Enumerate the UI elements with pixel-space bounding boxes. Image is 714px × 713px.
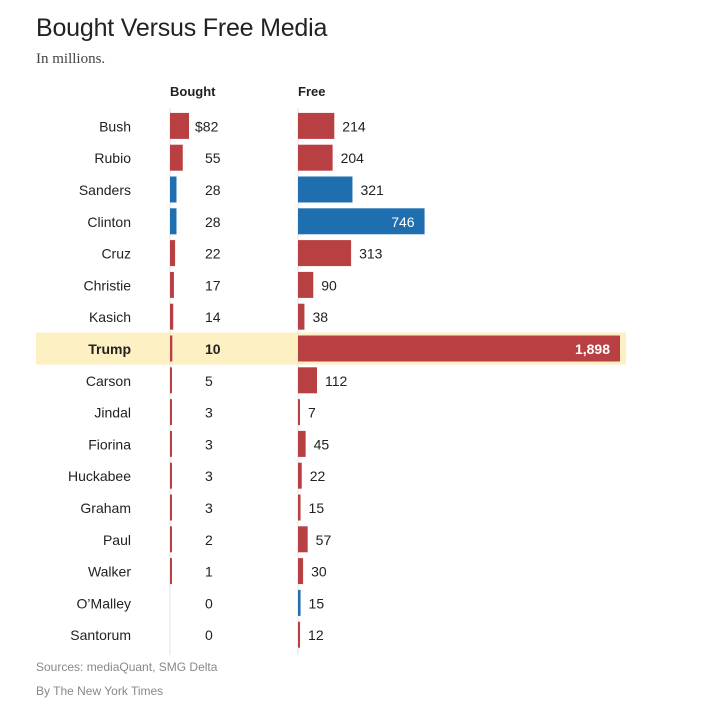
candidate-name: Huckabee <box>68 468 131 484</box>
bought-bar <box>170 526 172 553</box>
bought-value-label: 1 <box>205 564 213 580</box>
free-value-label: 204 <box>341 150 365 166</box>
bought-value-label: $82 <box>195 118 219 134</box>
free-bar <box>298 621 301 648</box>
bought-value-label: 10 <box>205 341 221 357</box>
candidate-name: Paul <box>103 532 131 548</box>
free-value-label: 15 <box>309 500 325 516</box>
free-bar <box>298 367 318 394</box>
bought-value-label: 14 <box>205 309 221 325</box>
candidate-name: Cruz <box>101 246 131 262</box>
free-bar <box>298 208 425 235</box>
free-bar <box>298 271 314 298</box>
free-bar <box>298 526 308 553</box>
candidate-name: O’Malley <box>77 595 131 611</box>
free-column-header: Free <box>298 84 325 99</box>
candidate-name: Graham <box>80 500 131 516</box>
free-bar <box>298 144 333 171</box>
bought-value-label: 17 <box>205 277 221 293</box>
candidate-name: Carson <box>86 373 131 389</box>
free-value-label: 746 <box>391 214 415 230</box>
candidate-name: Bush <box>99 118 131 134</box>
bought-value-label: 0 <box>205 627 213 643</box>
bought-value-label: 3 <box>205 436 213 452</box>
free-value-label: 112 <box>325 373 348 389</box>
free-bar <box>298 430 306 457</box>
free-bar <box>298 335 620 362</box>
bought-value-label: 2 <box>205 532 213 548</box>
bought-bar <box>170 494 172 521</box>
free-value-label: 22 <box>310 468 326 484</box>
bought-bar <box>170 271 174 298</box>
chart-subtitle: In millions. <box>36 51 106 67</box>
bought-bar <box>170 367 172 394</box>
bought-bar <box>170 335 173 362</box>
free-value-label: 45 <box>314 436 330 452</box>
bought-bar <box>170 462 172 489</box>
bought-bar <box>170 112 189 139</box>
bought-bar <box>170 558 172 585</box>
free-bar <box>298 494 301 521</box>
free-value-label: 57 <box>316 532 332 548</box>
free-bar <box>298 176 353 203</box>
bought-column-header: Bought <box>170 84 216 99</box>
candidate-name: Christie <box>84 277 132 293</box>
candidate-name: Walker <box>88 564 131 580</box>
free-bar <box>298 112 335 139</box>
bought-bar <box>170 176 177 203</box>
candidate-name: Trump <box>88 341 131 357</box>
candidate-name: Jindal <box>94 405 131 421</box>
free-bar <box>298 240 352 267</box>
source-note: Sources: mediaQuant, SMG Delta <box>36 660 218 674</box>
candidate-name: Kasich <box>89 309 131 325</box>
bought-bar <box>170 144 183 171</box>
candidate-name: Clinton <box>87 214 131 230</box>
free-value-label: 7 <box>308 405 316 421</box>
free-value-label: 15 <box>309 595 325 611</box>
bought-value-label: 5 <box>205 373 213 389</box>
bought-bar <box>170 240 176 267</box>
candidate-name: Sanders <box>79 182 131 198</box>
free-bar <box>298 589 301 616</box>
free-value-label: 12 <box>308 627 324 643</box>
bought-bar <box>170 303 174 330</box>
candidate-name: Fiorina <box>88 436 131 452</box>
bought-value-label: 3 <box>205 468 213 484</box>
bought-bar <box>170 208 177 235</box>
bought-bar <box>170 399 172 426</box>
free-bar <box>298 462 302 489</box>
free-value-label: 1,898 <box>575 341 610 357</box>
bought-value-label: 3 <box>205 500 213 516</box>
bought-value-label: 0 <box>205 595 213 611</box>
candidate-name: Santorum <box>70 627 131 643</box>
free-value-label: 313 <box>359 246 383 262</box>
credit-note: By The New York Times <box>36 684 164 698</box>
candidate-name: Rubio <box>94 150 131 166</box>
chart-title: Bought Versus Free Media <box>36 14 328 42</box>
free-bar <box>298 303 305 330</box>
bought-value-label: 22 <box>205 246 221 262</box>
free-value-label: 30 <box>311 564 327 580</box>
free-value-label: 214 <box>342 118 366 134</box>
free-value-label: 321 <box>360 182 384 198</box>
free-value-label: 38 <box>312 309 328 325</box>
bought-value-label: 28 <box>205 182 221 198</box>
bought-value-label: 55 <box>205 150 221 166</box>
free-bar <box>298 558 304 585</box>
bought-value-label: 28 <box>205 214 221 230</box>
bought-bar <box>170 430 172 457</box>
free-bar <box>298 399 300 426</box>
bought-value-label: 3 <box>205 405 213 421</box>
free-value-label: 90 <box>321 277 337 293</box>
